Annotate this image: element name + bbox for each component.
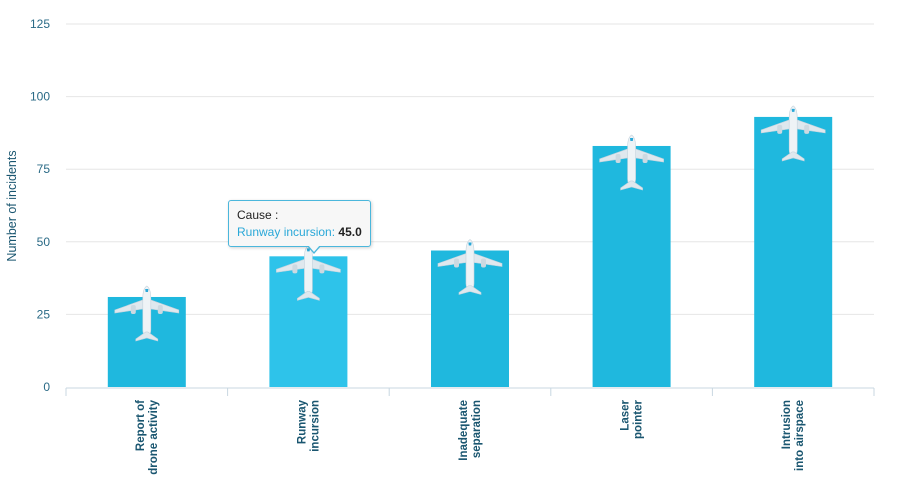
y-tick-label: 75 — [37, 162, 51, 176]
bar[interactable] — [754, 116, 833, 387]
y-tick-label: 50 — [37, 235, 51, 249]
x-tick-label: Runwayincursion — [296, 399, 321, 451]
y-tick-label: 125 — [30, 17, 50, 31]
tooltip-header: Cause : — [237, 208, 279, 222]
tooltip-row: Runway incursion: 45.0 — [237, 224, 362, 241]
airplane-icon — [437, 239, 503, 295]
x-tick-label: Intrusioninto airspace — [781, 400, 806, 471]
x-axis-labels: Report ofdrone activity Runwayincursion In… — [135, 399, 806, 474]
x-tick-label: Inadequateseparation — [458, 400, 483, 461]
y-tick-label: 0 — [43, 380, 50, 394]
airplane-icon — [760, 105, 826, 162]
tooltip-series-label: Runway incursion — [237, 225, 332, 239]
x-tick-label: Report ofdrone activity — [135, 399, 160, 474]
x-axis — [65, 387, 875, 396]
y-axis-ticks: 0 25 50 75 100 125 — [30, 17, 50, 394]
tooltip: Cause : Runway incursion: 45.0 — [228, 200, 371, 254]
y-tick-label: 25 — [37, 307, 51, 321]
gridlines — [66, 23, 874, 315]
x-tick-label: Laserpointer — [620, 399, 645, 439]
airplane-icon — [599, 134, 664, 191]
airplane-icon — [114, 285, 180, 342]
tooltip-separator: : — [331, 225, 336, 239]
y-tick-label: 100 — [30, 90, 50, 104]
tooltip-value: 45.0 — [338, 225, 362, 239]
y-axis-title: Number of incidents — [5, 150, 19, 261]
